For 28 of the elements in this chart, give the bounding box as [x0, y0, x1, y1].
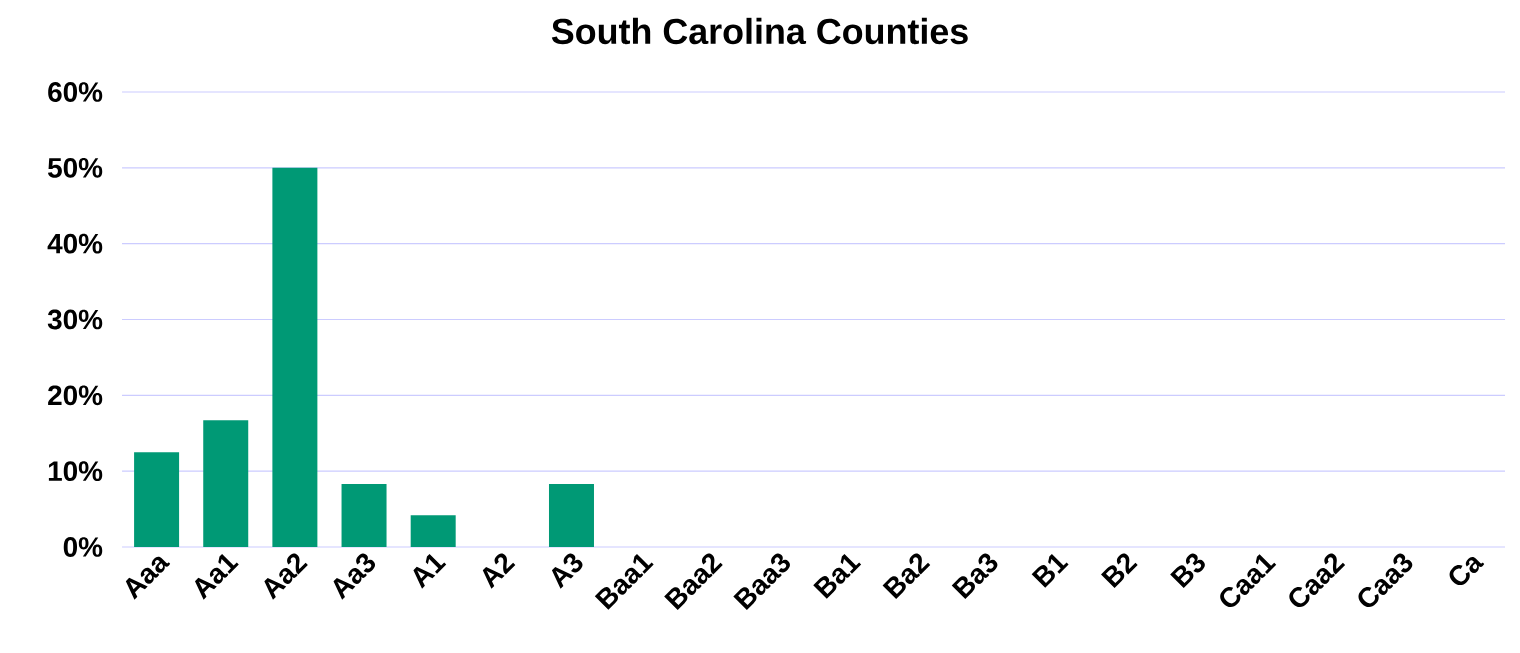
y-tick-label: 20%	[48, 385, 103, 406]
x-tick-label: Ba3	[951, 553, 998, 600]
bar	[548, 484, 594, 547]
x-tick-label: Ba1	[813, 554, 862, 599]
y-tick-label: 10%	[48, 461, 103, 482]
bar	[203, 420, 249, 547]
x-tick-label: A2	[482, 553, 516, 589]
bar	[134, 452, 180, 547]
bar	[341, 484, 387, 547]
x-tick-label: A3	[551, 553, 583, 589]
y-tick-label: 0%	[63, 537, 103, 557]
x-tick-label: Aaa	[125, 556, 171, 600]
y-tick-label: 60%	[48, 82, 103, 102]
y-tick-label: 40%	[47, 233, 103, 254]
chart-title: South Carolina Counties	[551, 17, 968, 45]
x-tick-label: B1	[1031, 554, 1069, 588]
y-tick-label: 50%	[47, 157, 103, 178]
bar	[410, 515, 456, 547]
x-tick-label: A1	[413, 554, 447, 589]
bar	[272, 167, 318, 547]
x-tick-label: B2	[1101, 553, 1138, 589]
y-tick-label: 30%	[47, 309, 103, 330]
x-tick-label: Ba2	[882, 553, 931, 600]
x-tick-label: Aa1	[195, 554, 239, 600]
x-tick-label: Ca	[1449, 556, 1485, 586]
x-tick-label: B3	[1170, 553, 1205, 589]
x-tick-label: Aa3	[333, 553, 376, 600]
x-tick-label: Aa2	[264, 553, 308, 600]
